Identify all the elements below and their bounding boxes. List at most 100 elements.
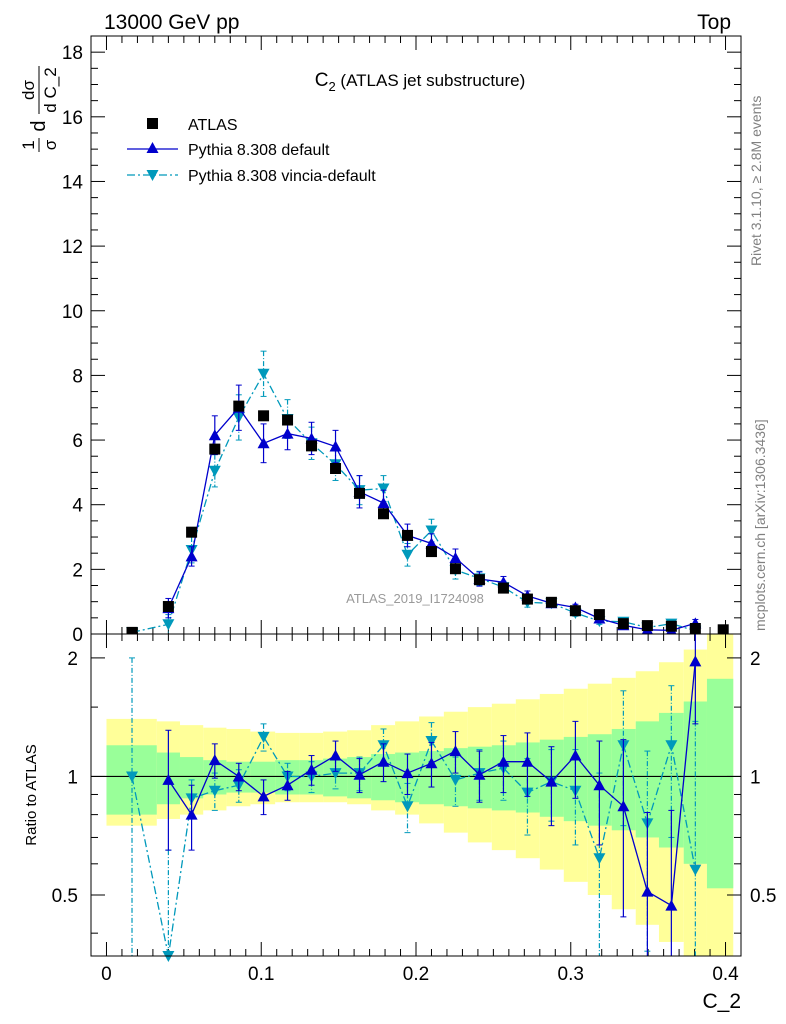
ratio-pythia-point [208, 754, 221, 766]
main-y-tick-label: 16 [62, 108, 83, 129]
ratio-band-inner [635, 721, 659, 838]
main-vincia-point [162, 619, 175, 631]
ratio-band-inner [706, 678, 734, 889]
x-tick-labels: 0 0.1 0.2 0.3 0.4 [101, 964, 739, 985]
ratio-data-layer [91, 633, 741, 962]
ratio-vincia-point [689, 864, 702, 876]
ratio-frame [90, 633, 742, 957]
main-atlas-point [449, 563, 461, 575]
x-axis-label: C_2 [702, 990, 741, 1013]
svg-text:d: d [28, 120, 50, 131]
main-pythia-point [185, 550, 198, 562]
ratio-y-tick-label: 1 [67, 767, 78, 788]
legend-marker-pythia-vincia [146, 170, 159, 181]
ratio-vincia-point [329, 768, 342, 780]
x-tick-label: 0.4 [712, 964, 739, 985]
main-y-tick-label: 14 [62, 172, 84, 193]
legend-entry-atlas: ATLAS [147, 117, 238, 134]
ratio-y-tick-label: 2 [67, 649, 78, 670]
legend-entry-pythia-vincia: Pythia 8.308 vincia-default [127, 168, 376, 185]
analysis-watermark: ATLAS_2019_I1724098 [346, 591, 484, 606]
main-atlas-point [282, 414, 294, 426]
ratio-pythia-point [185, 808, 198, 820]
ratio-pythia-point [377, 755, 390, 767]
ratio-pythia-point [353, 768, 366, 780]
ratio-vincia-point [449, 774, 462, 786]
main-atlas-point [665, 620, 677, 632]
ratio-y-tick-label-right: 2 [750, 649, 761, 670]
svg-text:dσ: dσ [19, 80, 38, 100]
ratio-band-inner [250, 761, 276, 793]
main-atlas-point [717, 624, 729, 636]
main-y-tick-label: 4 [72, 496, 83, 517]
main-y-tick-label: 10 [62, 302, 83, 323]
main-atlas-point [617, 618, 629, 630]
main-pythia-point [208, 429, 221, 441]
main-atlas-point [641, 620, 653, 632]
svg-text:1: 1 [19, 140, 38, 149]
rivet-version-label: Rivet 3.1.10, ≥ 2.8M events [748, 96, 764, 266]
main-atlas-point [330, 462, 342, 474]
ratio-pythia-point [569, 749, 582, 761]
main-atlas-point [233, 400, 245, 412]
main-vincia-point [208, 465, 221, 477]
ratio-pythia-point [425, 757, 438, 769]
ratio-pythia-point [257, 790, 270, 802]
ratio-y-axis-label: Ratio to ATLAS [23, 744, 40, 845]
main-data-layer [126, 350, 729, 639]
main-atlas-point [593, 609, 605, 621]
ratio-pythia-point [162, 773, 175, 785]
svg-text:d C_2: d C_2 [41, 67, 60, 112]
main-atlas-point [162, 601, 174, 613]
ratio-panel: 0.5 0.51 12 2 0 0.1 0.2 0.3 0.4 Ratio to ATLAS … [23, 633, 776, 1013]
main-vincia-point [425, 525, 438, 537]
main-pythia-point [425, 537, 438, 549]
main-y-tick-label: 2 [72, 560, 83, 581]
ratio-pythia-point [545, 775, 558, 787]
ratio-pythia-point [689, 655, 702, 667]
main-atlas-point [569, 605, 581, 617]
ratio-vincia-point [401, 801, 414, 813]
ratio-vincia-point [257, 731, 270, 743]
legend: ATLAS Pythia 8.308 default Pythia 8.308 … [127, 117, 376, 185]
main-atlas-point [126, 626, 138, 638]
ratio-vincia-point [665, 740, 678, 752]
main-y-tick-label: 18 [62, 43, 83, 64]
ratio-vincia-point [208, 785, 221, 797]
main-y-tick-label: 12 [62, 237, 83, 258]
x-tick-label: 0.3 [558, 964, 584, 985]
x-tick-label: 0 [101, 964, 112, 985]
ratio-vincia-point [425, 736, 438, 748]
main-pythia-point [377, 497, 390, 509]
legend-marker-pythia-default [146, 142, 159, 153]
main-vincia-point [377, 483, 390, 495]
ratio-pythia-point [521, 755, 534, 767]
ratio-pythia-point [401, 767, 414, 779]
header-left: 13000 GeV pp [104, 11, 239, 34]
ratio-pythia-point [329, 749, 342, 761]
ratio-pythia-point [305, 763, 318, 775]
ratio-y-tick-label-right: 1 [750, 767, 761, 788]
main-atlas-point [497, 582, 509, 594]
x-tick-label: 0.1 [248, 964, 274, 985]
main-atlas-point [378, 508, 389, 520]
legend-label-pythia-default: Pythia 8.308 default [188, 142, 330, 159]
main-y-tick-label: 8 [72, 366, 83, 387]
ratio-axis-ticks [91, 634, 741, 956]
main-atlas-point [689, 623, 701, 635]
main-atlas-point [401, 529, 413, 541]
header-right: Top [697, 11, 731, 34]
main-y-tick-label: 0 [72, 625, 83, 646]
main-atlas-point [545, 596, 557, 608]
ratio-pythia-point [473, 768, 486, 780]
main-vincia-point [257, 368, 270, 380]
ratio-y-tick-label: 0.5 [52, 886, 78, 907]
ratio-pythia-point [232, 770, 245, 782]
main-atlas-point [425, 546, 437, 558]
ratio-pythia-point [617, 800, 630, 812]
plot-title: C2 (ATLAS jet substructure) [315, 70, 526, 94]
ratio-pythia-point [281, 779, 294, 791]
main-plot-area [91, 36, 741, 634]
main-y-tick-labels: 0 2 4 6 8 10 12 14 16 18 [62, 43, 84, 646]
